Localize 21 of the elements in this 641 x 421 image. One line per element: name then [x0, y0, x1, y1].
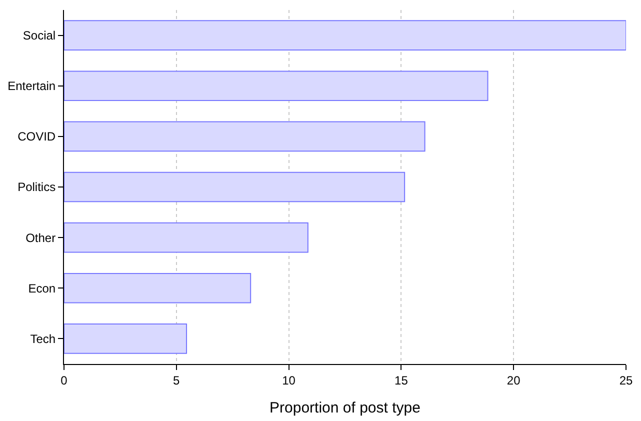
x-tick-label: 5 — [173, 373, 180, 388]
bar — [64, 324, 188, 354]
y-tick-label: Other — [26, 230, 56, 245]
x-tick-label: 25 — [619, 373, 633, 388]
bar — [64, 272, 252, 304]
x-tick-label: 0 — [60, 373, 68, 388]
y-tick-label: Entertain — [8, 79, 56, 94]
bar — [64, 70, 488, 102]
x-tick-label: 20 — [506, 373, 521, 388]
x-tick-label: 10 — [282, 373, 296, 388]
y-tick-label: Social — [22, 28, 56, 42]
bar — [64, 222, 308, 253]
y-tick-label: Tech — [30, 332, 56, 346]
x-axis-title: Proportion of post type — [270, 399, 420, 416]
x-tick-label: 15 — [394, 373, 408, 388]
bar — [64, 121, 426, 152]
bar — [64, 172, 406, 202]
bar — [64, 20, 626, 50]
y-tick-label: Econ — [28, 281, 56, 296]
y-tick-label: Politics — [18, 180, 56, 194]
y-tick-label: COVID — [18, 130, 56, 144]
